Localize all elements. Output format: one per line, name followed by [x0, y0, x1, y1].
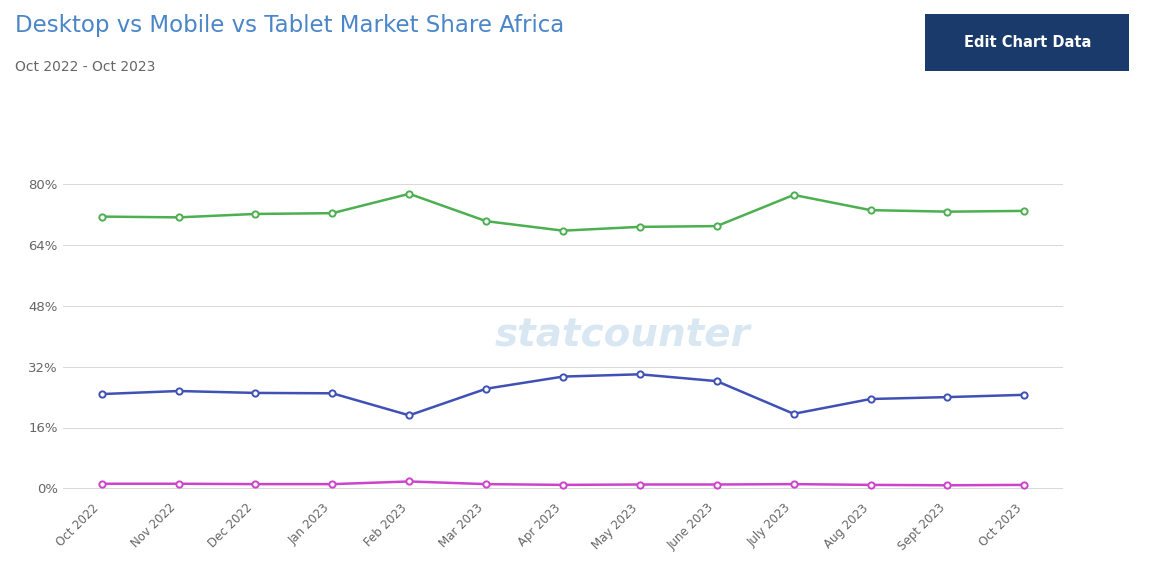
Text: Desktop vs Mobile vs Tablet Market Share Africa: Desktop vs Mobile vs Tablet Market Share… [15, 14, 564, 37]
Text: Oct 2022 - Oct 2023: Oct 2022 - Oct 2023 [15, 60, 155, 74]
Text: statcounter: statcounter [495, 316, 750, 354]
Text: Edit Chart Data: Edit Chart Data [964, 35, 1090, 50]
